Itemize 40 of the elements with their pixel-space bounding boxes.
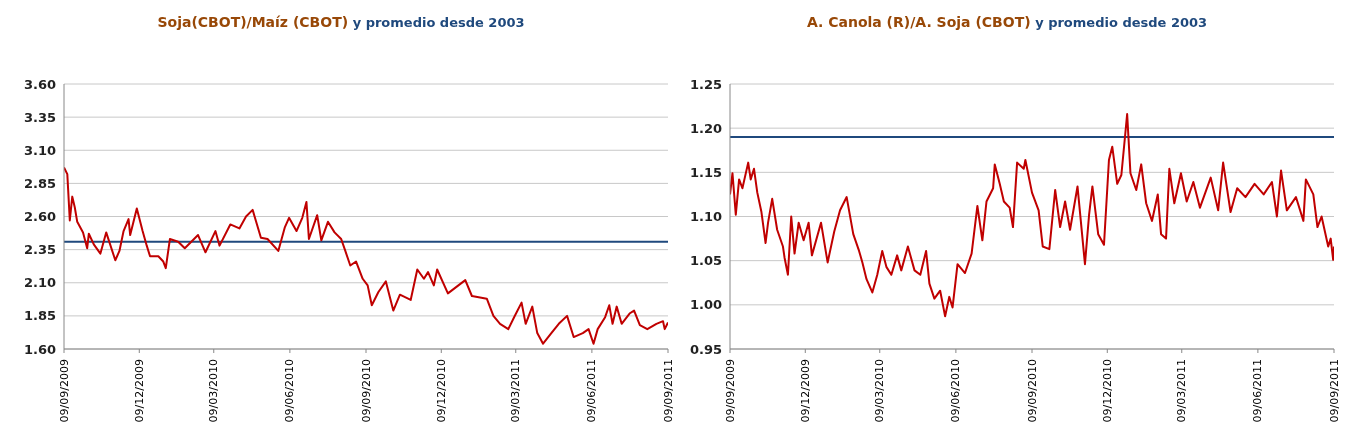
ref-line-label: y promedio desde 2003 xyxy=(1034,15,1208,30)
x-tick-label: 09/09/2009 xyxy=(57,359,71,423)
line-series xyxy=(730,113,1334,318)
y-tick-label: 1.00 xyxy=(689,297,722,313)
x-tick-label: 09/06/2010 xyxy=(949,359,963,423)
x-tick-label: 09/03/2011 xyxy=(1175,359,1189,423)
y-tick-label: 1.15 xyxy=(689,164,722,180)
y-tick-label: 2.35 xyxy=(23,242,56,258)
chart-title: Soja(CBOT)/Maíz (CBOT) xyxy=(157,14,349,30)
x-tick-label: 09/12/2010 xyxy=(434,359,448,423)
x-tick-label: 09/12/2009 xyxy=(798,359,812,423)
x-tick-label: 09/09/2010 xyxy=(359,359,373,423)
y-tick-label: 1.05 xyxy=(689,253,722,269)
y-tick-label: 3.10 xyxy=(23,142,56,158)
x-tick-label: 09/12/2009 xyxy=(132,359,146,423)
x-tick-label: 09/12/2010 xyxy=(1100,359,1114,423)
x-tick-label: 09/03/2010 xyxy=(873,359,887,423)
y-tick-label: 1.60 xyxy=(23,341,56,357)
x-tick-label: 09/06/2011 xyxy=(1251,359,1265,423)
y-tick-label: 1.20 xyxy=(689,120,722,136)
x-tick-label: 09/03/2011 xyxy=(509,359,523,423)
y-tick-label: 1.10 xyxy=(689,209,722,225)
x-tick-label: 09/06/2011 xyxy=(585,359,599,423)
x-tick-label: 09/09/2009 xyxy=(723,359,737,423)
ref-line-label: y promedio desde 2003 xyxy=(351,15,525,30)
line-series xyxy=(64,166,668,345)
y-tick-label: 1.85 xyxy=(23,308,56,324)
x-tick-label: 09/09/2011 xyxy=(661,359,675,423)
y-tick-label: 2.10 xyxy=(23,275,56,291)
y-tick-label: 3.60 xyxy=(23,76,56,92)
chart-title: A. Canola (R)/A. Soja (CBOT) xyxy=(806,14,1031,30)
y-tick-label: 3.35 xyxy=(23,109,56,125)
x-tick-label: 09/03/2010 xyxy=(207,359,221,423)
y-tick-label: 1.25 xyxy=(689,76,722,92)
x-tick-label: 09/09/2010 xyxy=(1025,359,1039,423)
y-tick-label: 2.85 xyxy=(23,175,56,191)
y-tick-label: 2.60 xyxy=(23,209,56,225)
y-tick-label: 0.95 xyxy=(689,341,722,357)
x-tick-label: 09/09/2011 xyxy=(1327,359,1341,423)
x-tick-label: 09/06/2010 xyxy=(283,359,297,423)
